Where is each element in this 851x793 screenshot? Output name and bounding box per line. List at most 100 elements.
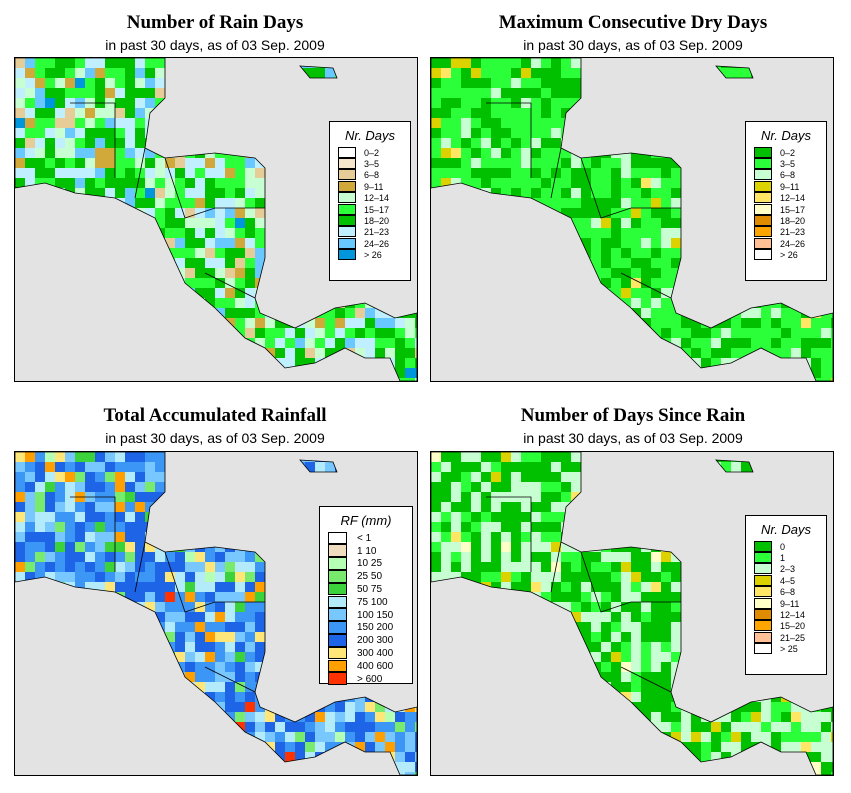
map-cell (295, 662, 305, 672)
map-cell (95, 188, 105, 198)
map-cell (135, 582, 145, 592)
map-cell (821, 492, 831, 502)
map-cell (521, 532, 531, 542)
map-cell (491, 358, 501, 368)
map-cell (671, 542, 681, 552)
map-cell (711, 482, 721, 492)
map-cell (491, 632, 501, 642)
map-cell (35, 692, 45, 702)
map-cell (265, 532, 275, 542)
map-cell (75, 208, 85, 218)
map-cell (481, 308, 491, 318)
map-cell (115, 582, 125, 592)
map-cell (461, 278, 471, 288)
map-cell (531, 138, 541, 148)
map-cell (95, 328, 105, 338)
map-cell (701, 358, 711, 368)
map-cell (265, 722, 275, 732)
map-cell (501, 298, 511, 308)
map-cell (195, 88, 205, 98)
map-cell (651, 218, 661, 228)
map-cell (275, 472, 285, 482)
map-cell (165, 338, 175, 348)
map-cell (35, 512, 45, 522)
map-cell (295, 318, 305, 328)
map-cell (611, 552, 621, 562)
map-cell (831, 338, 833, 348)
map-cell (581, 308, 591, 318)
map-cell (65, 552, 75, 562)
map-cell (561, 472, 571, 482)
map-cell (451, 378, 461, 381)
map-cell (115, 128, 125, 138)
map-cell (681, 492, 691, 502)
map-cell (135, 592, 145, 602)
map-cell (315, 288, 325, 298)
map-cell (165, 368, 175, 378)
map-cell (791, 338, 801, 348)
map-cell (671, 368, 681, 378)
map-cell (701, 452, 711, 462)
map-cell (441, 248, 451, 258)
map-cell (611, 348, 621, 358)
map-cell (205, 612, 215, 622)
map-cell (75, 298, 85, 308)
map-cell (441, 502, 451, 512)
map-cell (275, 108, 285, 118)
map-cell (441, 368, 451, 378)
map-cell (115, 482, 125, 492)
map-cell (145, 772, 155, 775)
map-cell (45, 602, 55, 612)
map-cell (355, 722, 365, 732)
map-cell (551, 268, 561, 278)
map-cell (711, 338, 721, 348)
map-cell (125, 752, 135, 762)
map-cell (721, 258, 731, 268)
map-cell (681, 452, 691, 462)
map-cell (195, 662, 205, 672)
map-cell (35, 492, 45, 502)
map-cell (375, 328, 385, 338)
map-cell (135, 692, 145, 702)
map-cell (315, 358, 325, 368)
map-cell (175, 522, 185, 532)
map-cell (641, 592, 651, 602)
map-cell (295, 602, 305, 612)
map-cell (315, 88, 325, 98)
map-cell (95, 662, 105, 672)
map-cell (235, 108, 245, 118)
map-cell (155, 78, 165, 88)
map-cell (621, 278, 631, 288)
map-cell (145, 78, 155, 88)
map-cell (215, 502, 225, 512)
map-cell (691, 88, 701, 98)
map-cell (225, 238, 235, 248)
map-cell (115, 348, 125, 358)
map-cell (95, 732, 105, 742)
map-cell (285, 502, 295, 512)
map-cell (661, 168, 671, 178)
map-cell (481, 632, 491, 642)
map-cell (285, 58, 295, 68)
map-cell (561, 218, 571, 228)
map-cell (295, 128, 305, 138)
map-cell (165, 752, 175, 762)
map-cell (245, 288, 255, 298)
map-cell (155, 682, 165, 692)
map-cell (621, 178, 631, 188)
map-cell (75, 228, 85, 238)
map-cell (671, 532, 681, 542)
map-cell (25, 562, 35, 572)
map-cell (375, 98, 385, 108)
map-cell (15, 338, 25, 348)
map-cell (245, 692, 255, 702)
map-cell (95, 532, 105, 542)
map-cell (365, 492, 375, 502)
map-cell (125, 98, 135, 108)
map-cell (55, 602, 65, 612)
map-cell (315, 178, 325, 188)
map-cell (631, 512, 641, 522)
map-cell (95, 512, 105, 522)
map-cell (431, 188, 441, 198)
map-cell (511, 318, 521, 328)
